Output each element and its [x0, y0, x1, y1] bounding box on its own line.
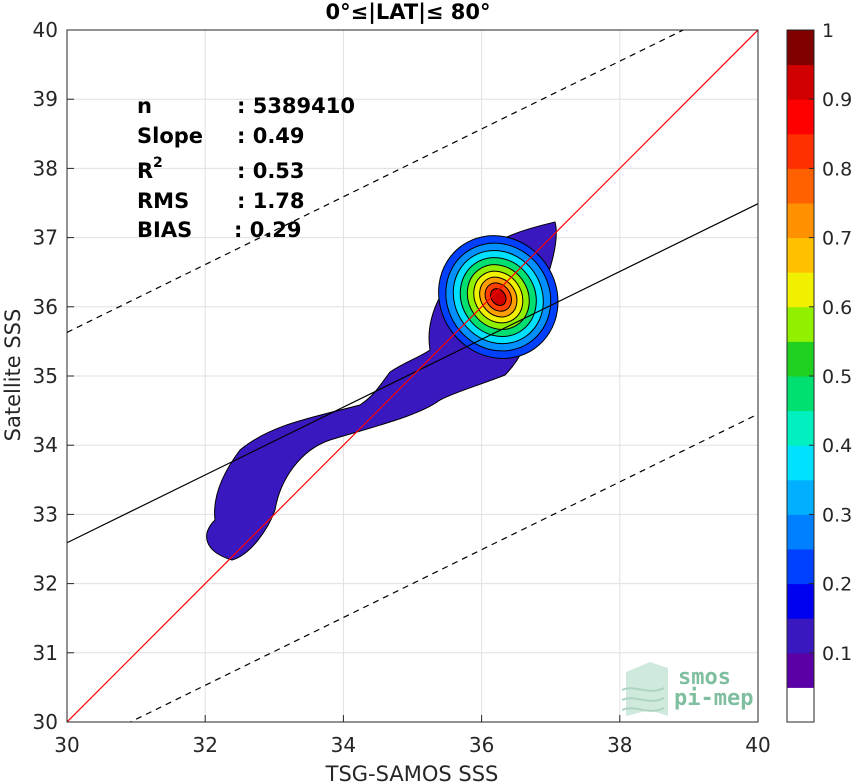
logo-text-pimep: pi-mep [674, 686, 753, 711]
x-tick-label: 38 [607, 733, 632, 757]
y-tick-label: 34 [33, 433, 58, 457]
colorbar-swatch [787, 168, 814, 204]
colorbar-tick-label: 0.4 [822, 435, 852, 457]
colorbar-swatch [787, 272, 814, 308]
y-tick-label: 40 [33, 18, 58, 42]
regression-lines [67, 30, 758, 722]
colorbar-swatch [787, 237, 814, 273]
colorbar-tick-label: 0.6 [822, 297, 852, 319]
lower-dashed-line [129, 413, 758, 722]
x-tick-label: 40 [745, 733, 770, 757]
x-axis-ticks: 30 32 34 36 38 40 [54, 715, 771, 757]
colorbar-swatch [787, 30, 814, 66]
colorbar-swatch [787, 376, 814, 412]
stat-label-n: n [137, 94, 152, 118]
colorbar-tick-label: 0.3 [822, 504, 852, 526]
colorbar-tick-label: 0.2 [822, 574, 852, 596]
colorbar-swatch [787, 514, 814, 550]
stat-label-rms: RMS [137, 189, 189, 213]
colorbar-swatch [787, 445, 814, 481]
x-tick-label: 32 [192, 733, 217, 757]
y-tick-label: 36 [33, 295, 58, 319]
colorbar-swatch [787, 479, 814, 515]
colorbar-tick-label: 0.7 [822, 228, 852, 250]
colorbar-swatch [787, 549, 814, 585]
colorbar-swatch [787, 99, 814, 135]
upper-dashed-line [67, 30, 685, 333]
colorbar-tick-label: 1 [822, 20, 834, 42]
stat-label-superscript: 2 [153, 155, 163, 171]
colorbar-swatch [787, 652, 814, 688]
y-tick-label: 39 [33, 87, 58, 111]
x-tick-label: 30 [54, 733, 79, 757]
smos-pimep-logo: smos pi-mep [621, 662, 753, 716]
colorbar-ticks: 0.1 0.2 0.3 0.4 0.5 0.6 0.7 0.8 0.9 1 [809, 20, 852, 665]
stat-value-r: : 0.53 [237, 159, 305, 183]
y-tick-label: 37 [33, 226, 58, 250]
stat-label-r: R [137, 159, 153, 183]
contour-level-0.95 [490, 288, 507, 306]
colorbar [786, 29, 815, 723]
y-tick-label: 30 [33, 710, 58, 734]
colorbar-swatch [787, 341, 814, 377]
y-tick-label: 32 [33, 572, 58, 596]
stat-label-bias: BIAS [137, 218, 192, 242]
colorbar-swatch [787, 687, 814, 723]
y-tick-label: 33 [33, 502, 58, 526]
colorbar-swatch [787, 410, 814, 446]
y-tick-label: 38 [33, 156, 58, 180]
identity-line [67, 30, 758, 722]
logo-icon [621, 662, 668, 716]
x-axis-label: TSG-SAMOS SSS [325, 762, 499, 784]
colorbar-swatch [787, 306, 814, 342]
stat-value-slope: : 0.49 [237, 124, 305, 148]
stat-value-bias: : 0.29 [234, 218, 302, 242]
colorbar-swatch [787, 618, 814, 654]
chart-title: 0°≤|LAT|≤ 80° [325, 0, 490, 25]
statistics-box: n : 5389410 Slope : 0.49 R 2 : 0.53 RMS : 1.78 BI… [137, 94, 355, 242]
colorbar-tick-label: 0.8 [822, 158, 852, 180]
colorbar-tick-label: 0.1 [822, 643, 852, 665]
y-axis-label: Satellite SSS [1, 309, 25, 442]
y-axis-ticks: 30 31 32 33 34 35 36 37 38 39 40 [33, 18, 74, 734]
colorbar-tick-label: 0.5 [822, 366, 852, 388]
x-tick-label: 34 [331, 733, 356, 757]
x-tick-label: 36 [469, 733, 494, 757]
colorbar-swatch [787, 203, 814, 239]
y-tick-label: 31 [33, 641, 58, 665]
stat-value-rms: : 1.78 [237, 189, 305, 213]
colorbar-swatch [787, 583, 814, 619]
colorbar-swatch [787, 64, 814, 100]
stat-value-n: : 5389410 [237, 94, 355, 118]
y-tick-label: 35 [33, 364, 58, 388]
fit-line [67, 203, 758, 544]
logo-text-smos: smos [678, 665, 731, 690]
colorbar-swatch [787, 133, 814, 169]
density-contours [206, 221, 559, 561]
stat-label-slope: Slope [137, 124, 203, 148]
colorbar-tick-label: 0.9 [822, 89, 852, 111]
